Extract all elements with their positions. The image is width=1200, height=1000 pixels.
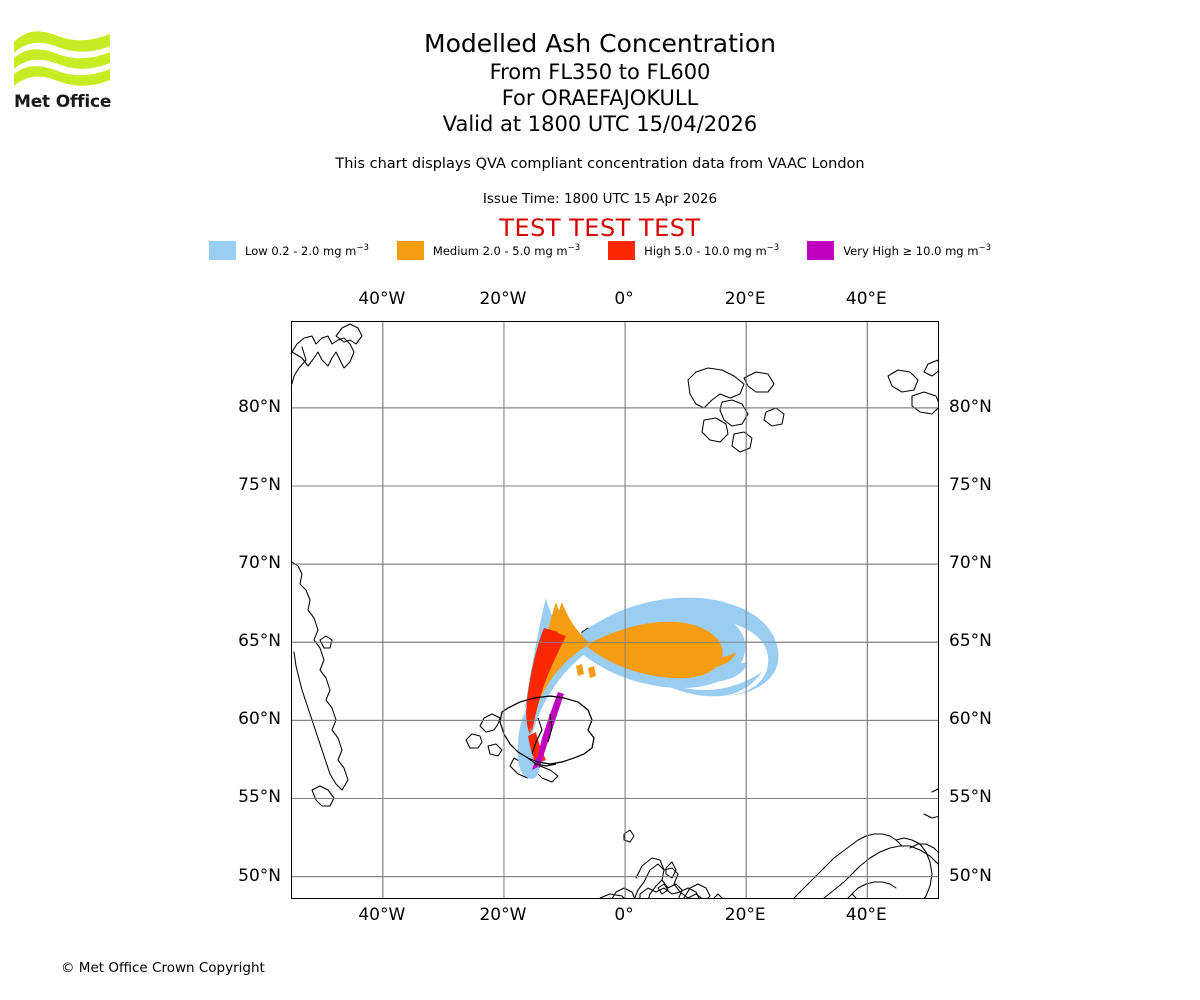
iceland-overlay	[499, 695, 595, 767]
map-panel[interactable]: 40°W 20°W 0° 20°E 40°E 40°W 20°W 0° 20°E…	[238, 289, 992, 925]
legend-item-medium: Medium 2.0 - 5.0 mg m−3	[396, 241, 580, 260]
title-block: Modelled Ash Concentration From FL350 to…	[0, 28, 1200, 137]
met-office-wordmark: Met Office	[14, 92, 112, 112]
legend-exp-medium: −3	[567, 243, 581, 254]
legend-label-very-high: Very High ≥ 10.0 mg m−3	[843, 243, 991, 258]
concentration-legend: Low 0.2 - 2.0 mg m−3 Medium 2.0 - 5.0 mg…	[0, 241, 1200, 260]
copyright-notice: © Met Office Crown Copyright	[61, 960, 265, 976]
lon-label-bottom-2: 0°	[614, 905, 634, 925]
lat-label-right-4: 60°N	[949, 709, 992, 730]
legend-label-low: Low 0.2 - 2.0 mg m−3	[245, 243, 369, 258]
valid-time-subtitle: Valid at 1800 UTC 15/04/2026	[442, 112, 758, 136]
legend-range-low: 0.2 - 2.0	[271, 243, 320, 258]
lat-label-right-1: 75°N	[949, 475, 992, 496]
legend-swatch-medium	[396, 241, 424, 260]
lat-label-left-1: 75°N	[238, 475, 281, 496]
legend-unit-high: mg m	[733, 243, 767, 258]
plume-medium-speck-b	[588, 666, 596, 678]
chart-note: This chart displays QVA compliant concen…	[335, 156, 865, 172]
lat-label-right-2: 70°N	[949, 553, 992, 574]
legend-exp-low: −3	[356, 243, 369, 254]
legend-unit-low: mg m	[323, 243, 357, 258]
lat-label-left-5: 55°N	[238, 787, 281, 808]
plume-low-tail	[644, 672, 762, 697]
legend-label-high: High 5.0 - 10.0 mg m−3	[644, 243, 779, 258]
lon-label-bottom-0: 40°W	[358, 905, 406, 925]
met-office-wave-mark	[14, 31, 110, 86]
legend-exp-high: −3	[766, 243, 780, 254]
flight-level-subtitle: From FL350 to FL600	[489, 60, 711, 84]
legend-range-medium: 2.0 - 5.0	[482, 243, 531, 258]
legend-item-high: High 5.0 - 10.0 mg m−3	[608, 241, 779, 260]
legend-range-very-high: ≥ 10.0	[902, 243, 942, 258]
lat-label-left-2: 70°N	[238, 553, 281, 574]
ash-concentration-map	[292, 322, 938, 898]
plume-medium-east-streak	[624, 642, 736, 669]
legend-swatch-very-high	[807, 241, 835, 260]
legend-label-medium: Medium 2.0 - 5.0 mg m−3	[433, 243, 580, 258]
lon-label-top-4: 40°E	[845, 289, 887, 309]
issue-time: Issue Time: 1800 UTC 15 Apr 2026	[482, 191, 718, 207]
lat-label-right-0: 80°N	[949, 396, 992, 417]
graticule-grid	[292, 322, 938, 898]
legend-unit-medium: mg m	[534, 243, 568, 258]
lon-label-bottom-1: 20°W	[479, 905, 527, 925]
legend-range-high: 5.0 - 10.0	[674, 243, 730, 258]
lat-label-left-0: 80°N	[238, 396, 281, 417]
plume-medium-core	[532, 602, 702, 728]
lat-label-left-3: 65°N	[238, 631, 281, 652]
page-title: Modelled Ash Concentration	[424, 29, 776, 58]
legend-item-very-high: Very High ≥ 10.0 mg m−3	[807, 241, 991, 260]
lat-label-right-6: 50°N	[949, 865, 992, 886]
volcano-subtitle: For ORAEFAJOKULL	[501, 86, 699, 110]
legend-text-high: High	[644, 243, 671, 258]
lat-label-right-5: 55°N	[949, 787, 992, 808]
lat-label-left-4: 60°N	[238, 709, 281, 730]
legend-text-very-high: Very High	[843, 243, 899, 258]
lat-label-right-3: 65°N	[949, 631, 992, 652]
plume-medium-speck-a	[576, 664, 584, 676]
legend-item-low: Low 0.2 - 2.0 mg m−3	[209, 241, 369, 260]
lon-label-bottom-3: 20°E	[724, 905, 766, 925]
lon-label-top-1: 20°W	[479, 289, 527, 309]
test-banner: TEST TEST TEST	[499, 214, 701, 242]
lon-label-top-3: 20°E	[724, 289, 766, 309]
met-office-logo: Met Office	[14, 28, 124, 118]
legend-text-low: Low	[245, 243, 268, 258]
plume-very-high-column	[536, 692, 564, 764]
lon-label-top-2: 0°	[614, 289, 634, 309]
lon-label-bottom-4: 40°E	[845, 905, 887, 925]
legend-swatch-low	[209, 241, 236, 260]
ash-plume-layer	[517, 597, 779, 779]
lat-label-left-6: 50°N	[238, 865, 281, 886]
legend-swatch-high	[608, 241, 636, 260]
legend-text-medium: Medium	[432, 243, 479, 258]
lon-label-top-0: 40°W	[358, 289, 406, 309]
graticule-overlay	[292, 322, 938, 898]
map-frame	[291, 321, 939, 899]
legend-unit-very-high: mg m	[945, 243, 979, 258]
legend-exp-very-high: −3	[978, 243, 991, 254]
coastline-layer	[292, 323, 938, 898]
plume-high-stem	[526, 628, 558, 734]
